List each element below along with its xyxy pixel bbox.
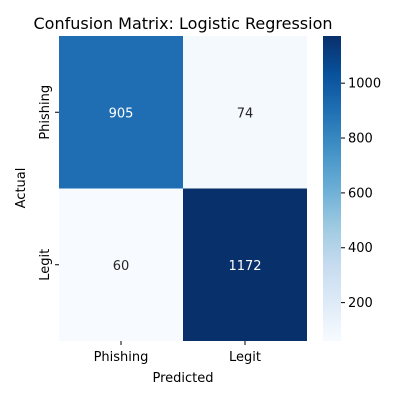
cell-value-label: 905 [109,106,134,121]
colorbar-axis: 200 400 600 800 1000 [341,77,381,311]
y-tick-label: Legit [38,249,53,281]
cell-value-label: 60 [113,259,130,274]
heatmap-cell [59,36,183,189]
colorbar-tick-label: 600 [348,186,373,201]
y-tick-label: Phishing [38,85,53,140]
heatmap-cells [59,36,307,341]
cell-value-label: 1172 [228,259,261,274]
heatmap-cell-labels: 905 74 60 1172 [109,106,262,274]
heatmap-cell [183,36,307,189]
y-axis-label: Actual [14,168,29,209]
chart-title: Confusion Matrix: Logistic Regression [34,14,333,33]
cell-value-label: 74 [237,106,254,121]
x-axis: Phishing Legit [94,341,261,365]
x-axis-label: Predicted [152,371,213,386]
heatmap-cell [59,188,183,341]
y-axis: Phishing Legit [38,85,59,281]
colorbar [323,36,341,341]
colorbar-tick-label: 200 [348,296,373,311]
heatmap-cell [183,188,307,341]
colorbar-tick-label: 1000 [348,77,381,92]
x-tick-label: Phishing [94,350,149,365]
colorbar-tick-label: 400 [348,241,373,256]
colorbar-tick-label: 800 [348,132,373,147]
x-tick-label: Legit [229,350,261,365]
